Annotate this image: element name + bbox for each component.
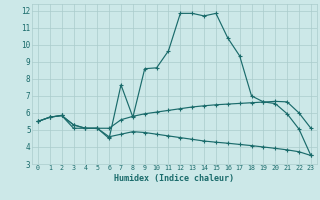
X-axis label: Humidex (Indice chaleur): Humidex (Indice chaleur)	[115, 174, 234, 183]
